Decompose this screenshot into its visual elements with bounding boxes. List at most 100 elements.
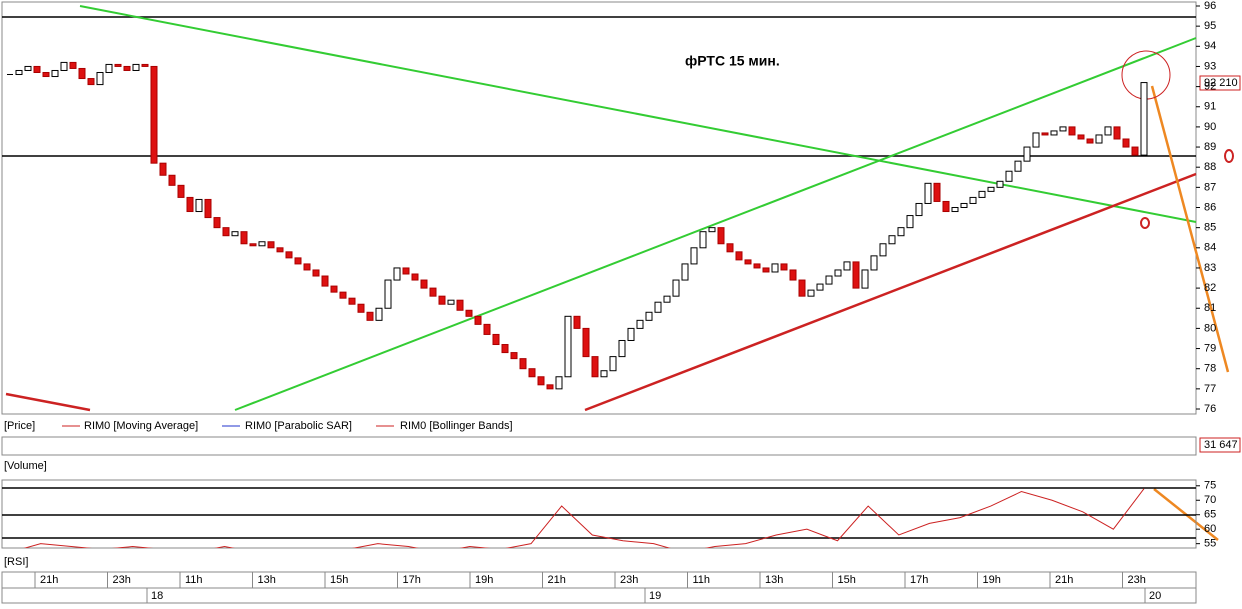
candle (1086, 138, 1094, 144)
candle (384, 279, 392, 309)
candle (825, 275, 833, 285)
candle (483, 323, 491, 335)
trend-line (5, 392, 91, 412)
candle (240, 231, 248, 245)
candle (537, 376, 545, 386)
candle (1131, 146, 1139, 156)
candle (969, 196, 977, 204)
candle (42, 71, 50, 78)
volume-pane (1, 436, 1197, 456)
rsi-tick-label: 55 (1204, 538, 1216, 550)
candle (708, 227, 716, 233)
candle (942, 200, 950, 213)
time-label: 21h (548, 574, 566, 586)
candle (357, 303, 365, 313)
day-label: 20 (1149, 590, 1161, 602)
candle (276, 247, 284, 253)
candle (294, 257, 302, 265)
candle (861, 269, 869, 289)
trend-line (79, 5, 1197, 223)
time-label: 15h (838, 574, 856, 586)
candle (735, 251, 743, 261)
candle (627, 327, 635, 341)
volume-box (1199, 437, 1241, 453)
candle (393, 267, 401, 281)
candle (573, 315, 581, 329)
candle (1068, 126, 1076, 136)
candle (150, 65, 158, 164)
candle (519, 358, 527, 370)
candle (1113, 126, 1121, 140)
candle (1095, 134, 1103, 144)
candle (474, 315, 482, 325)
pane-title: [RSI] (4, 556, 28, 568)
candle (429, 287, 437, 297)
candle (564, 315, 572, 378)
candle (1104, 126, 1112, 136)
candle (222, 227, 230, 237)
candle (195, 198, 203, 213)
candle (492, 333, 500, 346)
y-tick-label: 91 (1204, 101, 1216, 113)
time-label: 17h (403, 574, 421, 586)
rsi-tick-label: 70 (1204, 494, 1216, 506)
candle (186, 196, 194, 213)
candle (609, 356, 617, 372)
time-label: 13h (258, 574, 276, 586)
candle (456, 299, 464, 311)
candle (60, 61, 68, 71)
candle (834, 269, 842, 277)
forecast-arrow (1150, 85, 1230, 373)
marker (1140, 217, 1150, 229)
y-tick-label: 90 (1204, 121, 1216, 133)
candle (411, 273, 419, 281)
last-price: 92 210 (1204, 77, 1238, 89)
candle (285, 251, 293, 259)
candle (1140, 82, 1148, 156)
candle (690, 247, 698, 265)
candle (924, 182, 932, 204)
candle (798, 279, 806, 297)
candle (951, 207, 959, 213)
trend-line (234, 37, 1197, 411)
candle (312, 269, 320, 277)
candle (816, 283, 824, 291)
y-tick-label: 94 (1204, 40, 1216, 52)
y-tick-label: 88 (1204, 161, 1216, 173)
candle (132, 63, 140, 71)
y-tick-label: 86 (1204, 201, 1216, 213)
candle (447, 299, 455, 305)
candle (546, 384, 554, 390)
candle (231, 231, 239, 237)
candle (15, 69, 23, 76)
candle (960, 202, 968, 209)
time-label: 21h (40, 574, 58, 586)
candle (1059, 126, 1067, 132)
candle (591, 356, 599, 378)
candle (51, 69, 59, 78)
y-tick-label: 93 (1204, 60, 1216, 72)
rsi-pane (1, 479, 1197, 549)
candle (366, 311, 374, 321)
y-tick-label: 76 (1204, 403, 1216, 415)
y-tick-label: 87 (1204, 181, 1216, 193)
trend-line (584, 172, 1197, 412)
candle (1050, 130, 1058, 136)
time-label: 23h (1128, 574, 1146, 586)
candle (897, 227, 905, 237)
candle (402, 267, 410, 275)
y-tick-label: 89 (1204, 141, 1216, 153)
y-tick-label: 81 (1204, 302, 1216, 314)
candle (888, 235, 896, 245)
rsi-tick-label: 65 (1204, 509, 1216, 521)
candle (204, 198, 212, 219)
candle (807, 289, 815, 297)
candle (96, 71, 104, 86)
y-tick-label: 83 (1204, 262, 1216, 274)
candle (330, 285, 338, 293)
candle (726, 243, 734, 253)
candle (996, 180, 1004, 188)
candle (771, 263, 779, 273)
candle (618, 339, 626, 358)
legend-item: RIM0 [Bollinger Bands] (400, 420, 513, 432)
